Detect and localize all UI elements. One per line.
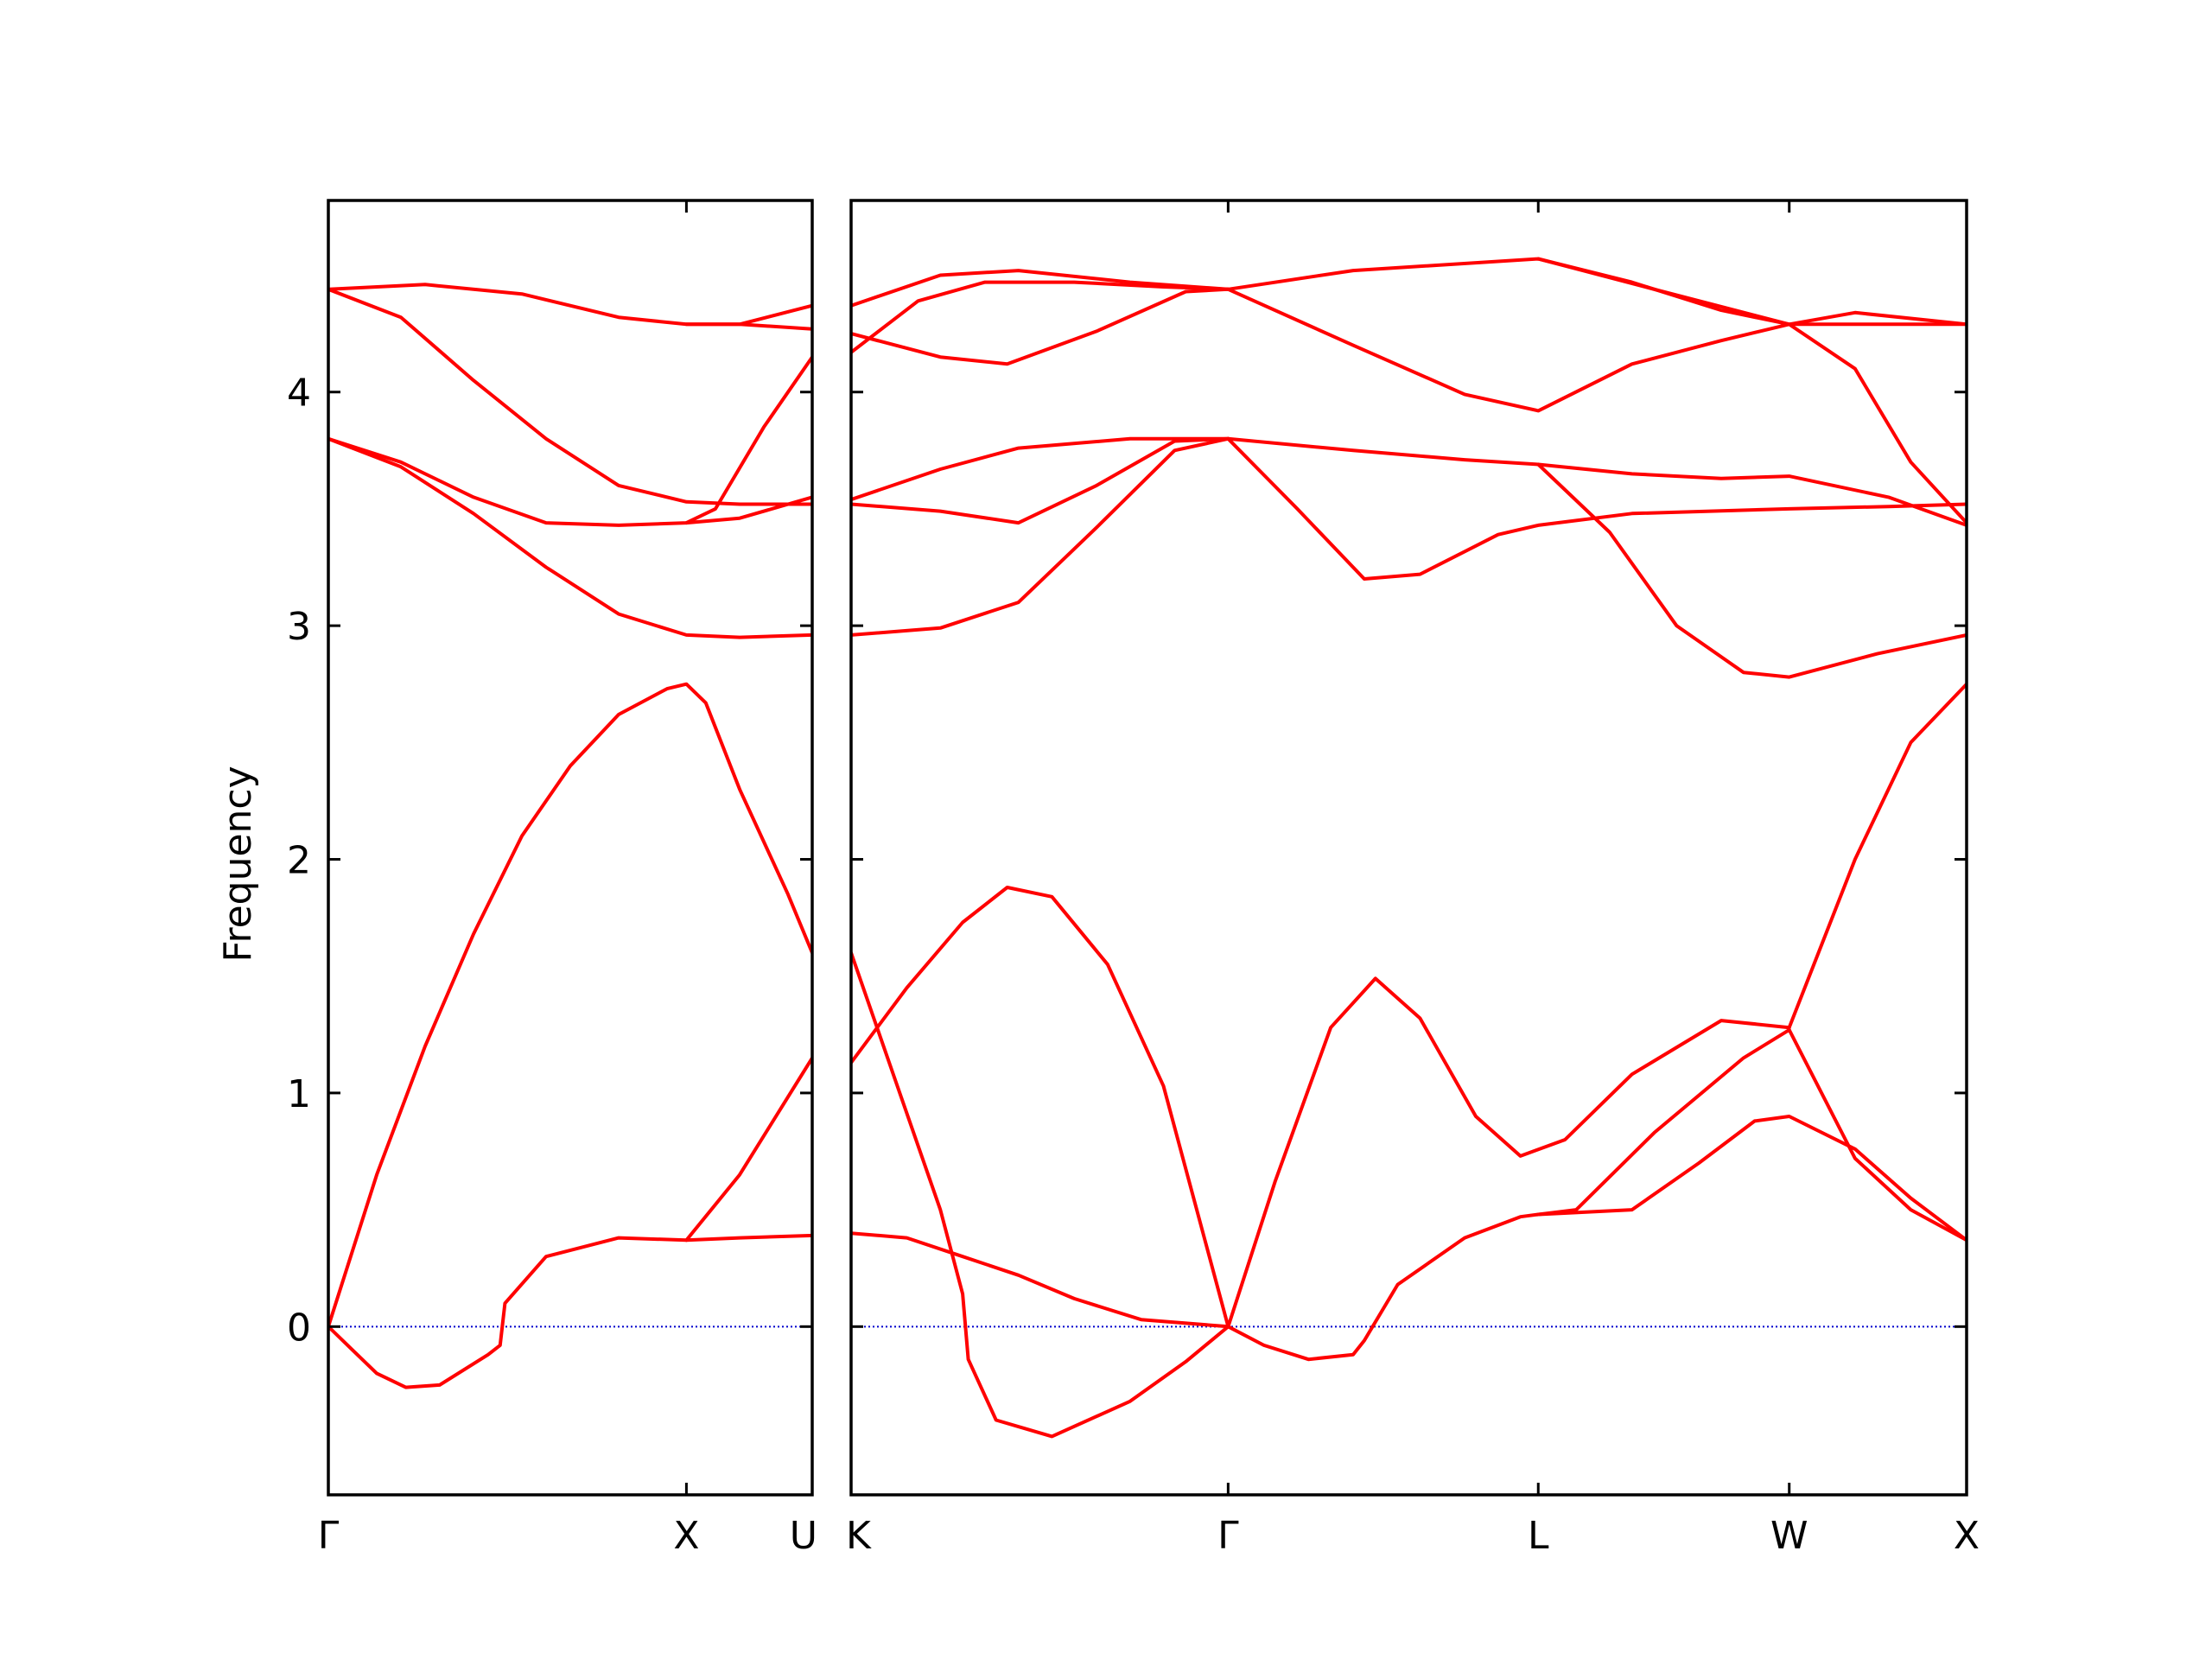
x-tick-label: X — [1954, 1514, 1980, 1558]
plot-panels: 0 1 2 3 4 Γ X U K Γ L W X — [287, 199, 1980, 1558]
band-line — [1787, 1027, 1967, 1243]
band-line — [328, 436, 812, 639]
y-tick-label: 4 — [287, 372, 311, 416]
x-tick-label: W — [1770, 1514, 1808, 1558]
band-line — [851, 280, 1230, 354]
panel-frame — [849, 199, 1968, 1497]
x-tick-label: Γ — [318, 1514, 340, 1558]
band-line — [684, 1056, 812, 1243]
y-tick-label: 0 — [287, 1306, 311, 1350]
band-line — [328, 682, 812, 1329]
y-tick-label: 3 — [287, 605, 311, 649]
x-tick-label: U — [790, 1514, 817, 1558]
band-line — [1226, 436, 1967, 581]
panel-frame — [327, 199, 814, 1497]
y-tick-label: 2 — [287, 839, 311, 883]
x-tick-label: Γ — [1217, 1514, 1239, 1558]
bands — [851, 257, 1967, 1439]
x-tick-label: X — [673, 1514, 699, 1558]
band-line — [851, 257, 1967, 327]
band-line — [328, 287, 812, 506]
band-line — [328, 436, 812, 527]
band-line — [851, 886, 1230, 1329]
band-line — [1226, 1027, 1791, 1362]
band-line — [684, 355, 812, 525]
band-line — [851, 436, 1967, 527]
band-line — [851, 1231, 1230, 1329]
band-line — [1536, 1115, 1967, 1243]
panel-1: 0 1 2 3 4 Γ X U — [287, 199, 817, 1558]
band-line — [851, 950, 1230, 1439]
x-tick-label: K — [846, 1514, 872, 1558]
band-line — [851, 436, 1230, 525]
band-line — [684, 322, 812, 331]
band-line — [851, 436, 1230, 637]
band-line — [1536, 257, 1967, 525]
x-tick-label: L — [1528, 1514, 1549, 1558]
band-line — [1226, 976, 1791, 1329]
y-axis-label: Frequency — [216, 766, 260, 962]
band-line — [1536, 462, 1967, 679]
band-line — [851, 287, 1230, 366]
band-line — [1226, 287, 1967, 413]
band-line — [1787, 682, 1967, 1030]
y-tick-label: 1 — [287, 1072, 311, 1116]
bands — [328, 283, 812, 1389]
